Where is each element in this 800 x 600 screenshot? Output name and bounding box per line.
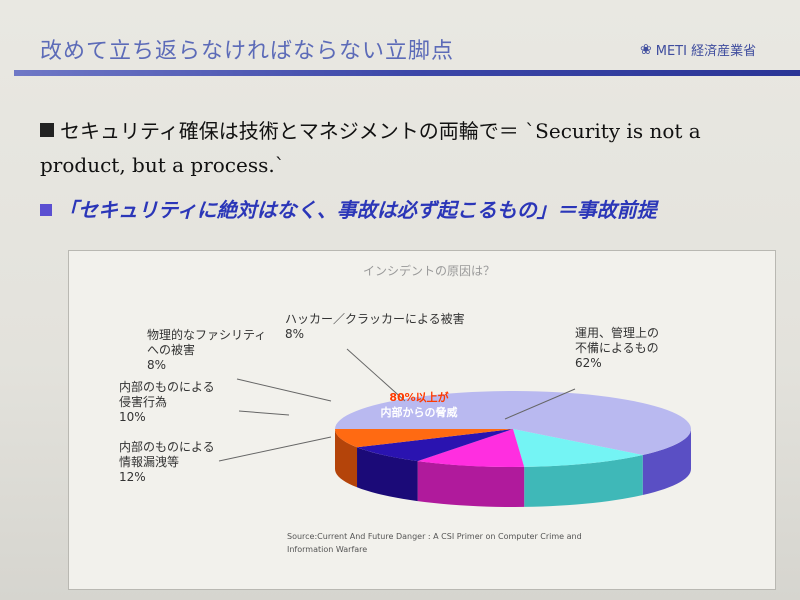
- leader-lines: [218, 348, 576, 462]
- chart-source: Source:Current And Future Danger : A CSI…: [287, 532, 582, 554]
- bullet2-text: 「セキュリティに絶対はなく、事故は必ず起こるもの」＝事故前提: [58, 198, 657, 222]
- slide-title: 改めて立ち返らなければならない立脚点: [40, 39, 455, 64]
- source-line-0: Source:Current And Future Danger : A CSI…: [287, 532, 582, 541]
- slice-label-2: 内部のものによる侵害行為 10%: [119, 379, 215, 424]
- pie-side-3: [357, 447, 418, 502]
- slice-labels: 運用、管理上の不備によるもの 62% 内部のものによる情報漏洩等 12% 内部のものによ…: [119, 311, 659, 484]
- leader-line-1: [218, 436, 332, 462]
- slice-label-0: 運用、管理上の不備によるもの 62%: [575, 325, 659, 370]
- bullet1-text: セキュリティ確保は技術とマネジメントの両輪で＝ `Security is not…: [40, 119, 701, 177]
- pie-slice-0: [335, 391, 691, 456]
- chart-title: インシデントの原因は？: [363, 263, 495, 278]
- meti-logo: ❀ METI 経済産業省: [640, 40, 757, 60]
- pie-slice-2: [417, 429, 525, 467]
- pie-side-0: [642, 429, 691, 496]
- pie-slice-1: [513, 429, 643, 467]
- leader-line-2: [238, 410, 290, 416]
- logo-text: METI 経済産業省: [655, 44, 757, 59]
- title-divider: [14, 70, 800, 76]
- pie-side-layer: [335, 429, 691, 507]
- pie-side-2: [417, 461, 525, 507]
- square-bullet-icon: [40, 123, 54, 137]
- pie-side-1: [524, 455, 643, 507]
- slice-label-1: 内部のものによる情報漏洩等 12%: [119, 439, 215, 484]
- pie-side-4: [335, 429, 358, 488]
- pie-slice-3: [357, 429, 513, 462]
- slice-label-3: 物理的なファシリティへの被害 8%: [147, 327, 266, 372]
- pie-top-layer: [335, 391, 691, 467]
- leader-line-0: [504, 388, 576, 420]
- leader-line-3: [236, 378, 332, 402]
- square-bullet-icon: [40, 204, 52, 216]
- bullet-incident-premise: 「セキュリティに絶対はなく、事故は必ず起こるもの」＝事故前提: [40, 194, 790, 223]
- source-line-1: Information Warfare: [287, 545, 367, 554]
- leader-line-4: [346, 348, 406, 402]
- chart-panel: 運用、管理上の不備によるもの 62% 内部のものによる情報漏洩等 12% 内部のものによ…: [68, 250, 776, 590]
- slice-label-4: ハッカー／クラッカーによる被害 8%: [285, 311, 465, 341]
- meti-logo-icon: ❀: [640, 41, 652, 58]
- bullet-security-process: セキュリティ確保は技術とマネジメントの両輪で＝ `Security is not…: [40, 114, 770, 182]
- annotation-line-1: 内部からの脅威: [381, 405, 458, 419]
- annotation-line-0: 80%以上が: [389, 390, 448, 404]
- pie-slice-4: [335, 429, 513, 448]
- pie-chart: 運用、管理上の不備によるもの 62% 内部のものによる情報漏洩等 12% 内部のものによ…: [119, 263, 691, 554]
